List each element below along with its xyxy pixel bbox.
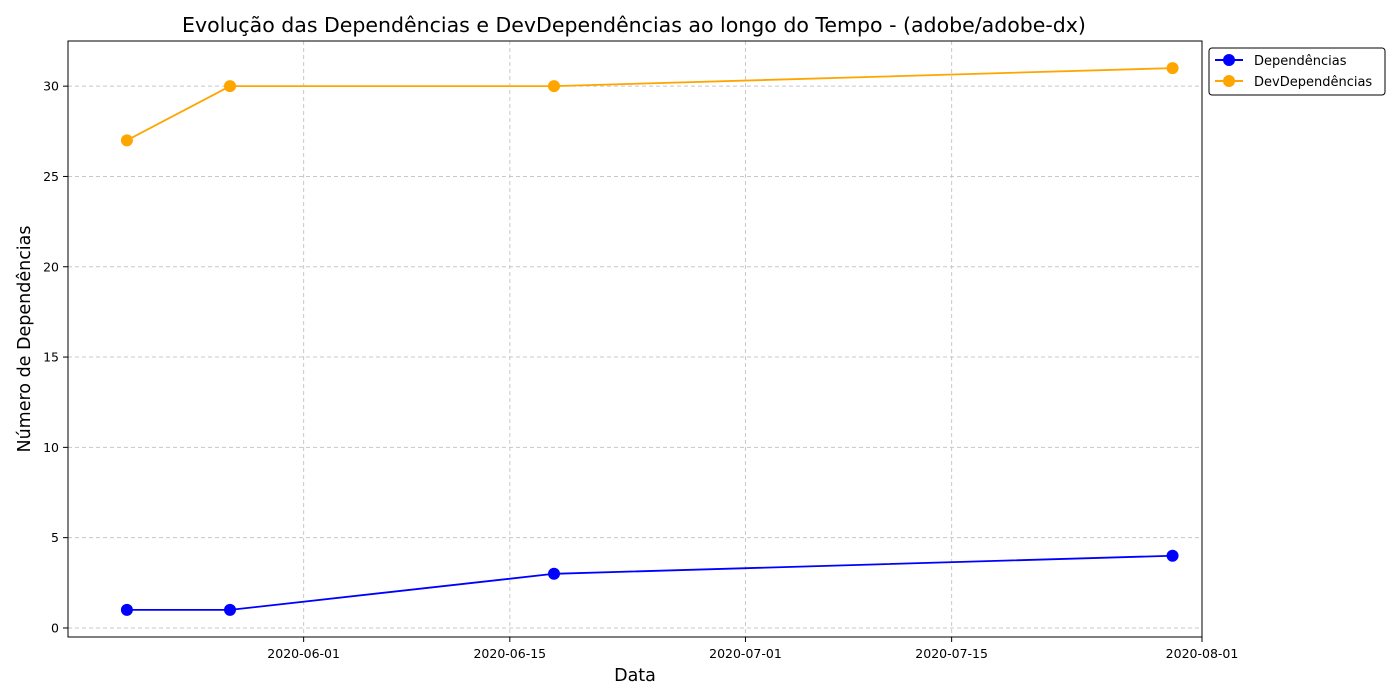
y-tick-label: 15 bbox=[43, 350, 59, 365]
y-tick-label: 30 bbox=[43, 79, 59, 94]
y-tick-label: 5 bbox=[51, 530, 59, 545]
y-axis-label: Número de Dependências bbox=[15, 225, 35, 452]
plot-frame bbox=[67, 40, 1203, 638]
series-line-dependencias bbox=[126, 554, 1173, 611]
x-axis: 2020-06-01 2020-06-15 2020-07-01 2020-07-15… bbox=[267, 637, 1238, 661]
grid-lines bbox=[68, 41, 1203, 637]
data-point-dependencias bbox=[120, 603, 133, 616]
legend-entry-dependencias: Dependências bbox=[1215, 54, 1347, 69]
y-tick-label: 25 bbox=[43, 169, 59, 184]
y-tick-label: 0 bbox=[51, 620, 59, 635]
legend: Dependências DevDependências bbox=[1208, 47, 1386, 96]
data-point-devdependencias bbox=[224, 80, 236, 93]
data-point-dependencias bbox=[224, 603, 236, 616]
series-line-devdependencias bbox=[126, 67, 1173, 142]
data-point-devdependencias bbox=[1166, 62, 1179, 75]
series-dependencias bbox=[120, 549, 1179, 616]
legend-box bbox=[1208, 47, 1386, 96]
data-point-devdependencias bbox=[548, 80, 560, 93]
y-tick-label: 10 bbox=[43, 440, 59, 455]
legend-label-dependencias: Dependências bbox=[1254, 54, 1347, 69]
legend-label-devdependencias: DevDependências bbox=[1254, 75, 1372, 90]
series-layer bbox=[120, 62, 1179, 616]
x-tick-label: 2020-06-15 bbox=[473, 646, 546, 661]
x-axis-label: Data bbox=[614, 666, 656, 686]
chart-title: Evolução das Dependências e DevDependênc… bbox=[182, 13, 1086, 37]
y-axis: 0 5 10 15 20 25 30 bbox=[43, 79, 68, 635]
data-point-dependencias bbox=[548, 567, 560, 580]
y-tick-label: 20 bbox=[43, 259, 59, 274]
series-devdependencias bbox=[120, 62, 1179, 147]
x-tick-label: 2020-06-01 bbox=[267, 646, 340, 661]
data-point-dependencias bbox=[1166, 549, 1179, 562]
legend-marker-devdependencias bbox=[1223, 75, 1235, 87]
x-tick-label: 2020-07-01 bbox=[709, 646, 782, 661]
x-tick-label: 2020-07-15 bbox=[915, 646, 988, 661]
legend-marker-dependencias bbox=[1223, 54, 1235, 66]
legend-entry-devdependencias: DevDependências bbox=[1215, 75, 1372, 90]
x-tick-label: 2020-08-01 bbox=[1166, 646, 1239, 661]
plot-area bbox=[67, 40, 1203, 638]
data-point-devdependencias bbox=[120, 134, 133, 147]
